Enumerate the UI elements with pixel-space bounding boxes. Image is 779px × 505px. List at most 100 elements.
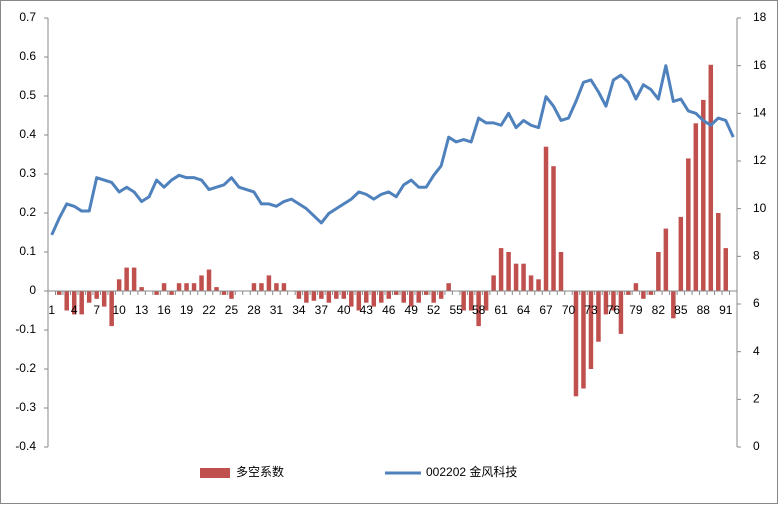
y2-tick-label: 18 xyxy=(753,10,767,24)
y2-tick-label: 8 xyxy=(753,249,760,263)
y-tick-label: -0.3 xyxy=(15,400,36,414)
y2-tick-label: 0 xyxy=(753,439,760,453)
bar xyxy=(71,291,77,315)
x-tick-label: 25 xyxy=(225,303,239,317)
bar xyxy=(124,267,129,291)
x-tick-label: 52 xyxy=(427,303,441,317)
x-tick-label: 37 xyxy=(315,303,329,317)
bar xyxy=(199,275,204,291)
bar xyxy=(364,291,369,303)
bar xyxy=(648,291,654,295)
bar xyxy=(498,248,504,291)
bar xyxy=(558,252,564,291)
bar xyxy=(259,283,264,291)
bar xyxy=(176,283,182,291)
y2-tick-label: 10 xyxy=(753,201,767,215)
bar xyxy=(371,291,377,307)
y-tick-label: 0.5 xyxy=(19,88,36,102)
bar xyxy=(528,275,534,291)
bar xyxy=(154,291,159,295)
bar xyxy=(131,267,137,291)
y2-tick-label: 4 xyxy=(753,344,760,358)
bar xyxy=(626,291,631,295)
y2-tick-label: 6 xyxy=(753,296,760,310)
x-tick-label: 61 xyxy=(494,303,508,317)
bar xyxy=(266,275,272,291)
bar xyxy=(521,263,526,291)
x-tick-label: 88 xyxy=(697,303,711,317)
bar xyxy=(296,291,302,299)
bar xyxy=(161,283,167,291)
bar xyxy=(281,283,287,291)
x-tick-label: 4 xyxy=(71,303,78,317)
x-tick-label: 16 xyxy=(157,303,171,317)
bar xyxy=(716,213,721,291)
y-tick-label: -0.2 xyxy=(15,361,36,375)
y-tick-label: -0.1 xyxy=(15,322,36,336)
x-tick-label: 40 xyxy=(337,303,351,317)
x-tick-label: 34 xyxy=(292,303,306,317)
bar xyxy=(438,291,444,299)
bar xyxy=(543,146,549,291)
bar xyxy=(191,283,197,291)
x-tick-label: 10 xyxy=(112,303,126,317)
y2-tick-label: 2 xyxy=(753,392,760,406)
x-tick-label: 7 xyxy=(93,303,100,317)
y-tick-label: 0.7 xyxy=(19,10,36,24)
bar xyxy=(393,291,399,295)
bar xyxy=(483,291,489,311)
x-tick-label: 64 xyxy=(517,303,531,317)
bar xyxy=(491,275,496,291)
bar xyxy=(94,291,99,299)
bar xyxy=(618,291,624,334)
bar xyxy=(86,291,92,303)
x-tick-label: 43 xyxy=(360,303,374,317)
bar xyxy=(408,291,414,307)
bar xyxy=(633,283,639,291)
bar xyxy=(596,291,601,342)
bar xyxy=(56,291,62,295)
y2-tick-label: 16 xyxy=(753,58,767,72)
bar xyxy=(251,283,257,291)
bar xyxy=(386,291,392,299)
x-tick-label: 76 xyxy=(607,303,621,317)
y-tick-label: 0 xyxy=(29,283,36,297)
bar xyxy=(349,291,354,307)
bar xyxy=(663,228,669,291)
x-tick-label: 73 xyxy=(584,303,598,317)
bar xyxy=(431,291,436,303)
bar xyxy=(423,291,429,295)
bar xyxy=(536,279,541,291)
bar xyxy=(109,291,114,327)
bar xyxy=(573,291,579,397)
bar xyxy=(274,283,279,291)
bar xyxy=(513,263,519,291)
y-tick-label: -0.4 xyxy=(15,439,36,453)
x-tick-label: 49 xyxy=(405,303,419,317)
y-tick-label: 0.6 xyxy=(19,49,36,63)
bar xyxy=(64,291,69,311)
x-tick-label: 46 xyxy=(382,303,396,317)
x-tick-label: 55 xyxy=(449,303,463,317)
bar xyxy=(319,291,324,299)
bar xyxy=(708,64,714,291)
bar xyxy=(686,158,691,291)
x-tick-label: 82 xyxy=(652,303,666,317)
bar xyxy=(588,291,594,369)
bar xyxy=(334,291,339,299)
bar xyxy=(221,291,227,295)
bar xyxy=(693,123,699,291)
bar xyxy=(701,99,706,292)
bar xyxy=(656,252,661,291)
bar xyxy=(468,291,474,311)
bar xyxy=(116,279,122,291)
bar xyxy=(416,291,421,303)
bar xyxy=(379,291,384,303)
bar xyxy=(603,291,609,315)
bar xyxy=(611,291,616,311)
bar xyxy=(641,291,646,299)
x-tick-label: 79 xyxy=(629,303,643,317)
x-tick-label: 22 xyxy=(202,303,216,317)
x-tick-label: 67 xyxy=(539,303,553,317)
